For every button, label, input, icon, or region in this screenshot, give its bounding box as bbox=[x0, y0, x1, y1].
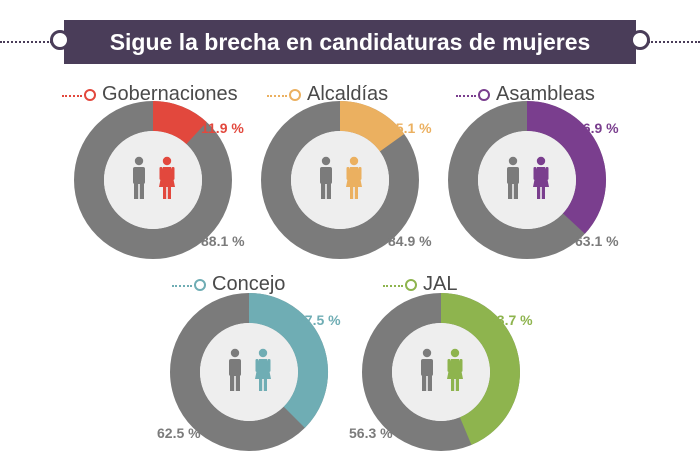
legend-marker-alcaldias bbox=[289, 89, 301, 101]
men-percent-label-jal: 56.3 % bbox=[349, 425, 393, 441]
donut-center-jal bbox=[392, 323, 490, 421]
title-left-dotted-line bbox=[0, 41, 52, 43]
title-left-circle bbox=[50, 30, 70, 50]
women-percent-label-gobernaciones: 11.9 % bbox=[201, 120, 244, 136]
donut-center-concejo bbox=[200, 323, 298, 421]
people-icons-concejo bbox=[229, 348, 271, 391]
category-label-jal: JAL bbox=[423, 273, 458, 295]
woman-icon bbox=[447, 348, 463, 391]
legend-dots-concejo bbox=[172, 285, 192, 287]
title-right-dotted-line bbox=[648, 41, 700, 43]
women-slice-gobernaciones bbox=[152, 101, 207, 145]
woman-icon bbox=[255, 348, 271, 391]
people-icons-gobernaciones bbox=[133, 156, 175, 199]
women-slice-asambleas bbox=[526, 101, 606, 234]
man-icon bbox=[133, 156, 145, 199]
man-icon bbox=[229, 348, 241, 391]
women-percent-label-alcaldias: 15.1 % bbox=[388, 120, 432, 136]
people-icons-jal bbox=[421, 348, 463, 391]
legend-dots-alcaldias bbox=[267, 95, 287, 97]
men-percent-label-gobernaciones: 88.1 % bbox=[201, 233, 245, 249]
legend-marker-jal bbox=[405, 279, 417, 291]
woman-icon bbox=[533, 156, 549, 199]
legend-dots-gobernaciones bbox=[62, 95, 82, 97]
women-slice-jal bbox=[440, 293, 520, 445]
women-percent-label-concejo: 37.5 % bbox=[297, 312, 341, 328]
man-icon bbox=[320, 156, 332, 199]
donut-center-alcaldias bbox=[291, 131, 389, 229]
women-percent-label-jal: 43.7 % bbox=[489, 312, 533, 328]
legend-dots-asambleas bbox=[456, 95, 476, 97]
woman-icon bbox=[159, 156, 175, 199]
category-label-concejo: Concejo bbox=[212, 273, 286, 295]
man-icon bbox=[421, 348, 433, 391]
title-banner: Sigue la brecha en candidaturas de mujer… bbox=[64, 20, 636, 64]
man-icon bbox=[507, 156, 519, 199]
legend-marker-asambleas bbox=[478, 89, 490, 101]
women-slice-alcaldias bbox=[339, 101, 405, 152]
women-percent-label-asambleas: 36.9 % bbox=[575, 120, 619, 136]
men-percent-label-asambleas: 63.1 % bbox=[575, 233, 619, 249]
donut-center-asambleas bbox=[478, 131, 576, 229]
legend-marker-concejo bbox=[194, 279, 206, 291]
page-title: Sigue la brecha en candidaturas de mujer… bbox=[109, 28, 591, 55]
title-right-circle bbox=[630, 30, 650, 50]
category-label-gobernaciones: Gobernaciones bbox=[102, 83, 238, 105]
legend-marker-gobernaciones bbox=[84, 89, 96, 101]
category-label-alcaldias: Alcaldías bbox=[307, 83, 389, 105]
people-icons-asambleas bbox=[507, 156, 549, 199]
woman-icon bbox=[346, 156, 362, 199]
category-label-asambleas: Asambleas bbox=[496, 83, 595, 105]
women-slice-concejo bbox=[248, 293, 328, 428]
men-percent-label-concejo: 62.5 % bbox=[157, 425, 201, 441]
legend-dots-jal bbox=[383, 285, 403, 287]
donut-center-gobernaciones bbox=[104, 131, 202, 229]
people-icons-alcaldias bbox=[320, 156, 362, 199]
men-percent-label-alcaldias: 84.9 % bbox=[388, 233, 432, 249]
